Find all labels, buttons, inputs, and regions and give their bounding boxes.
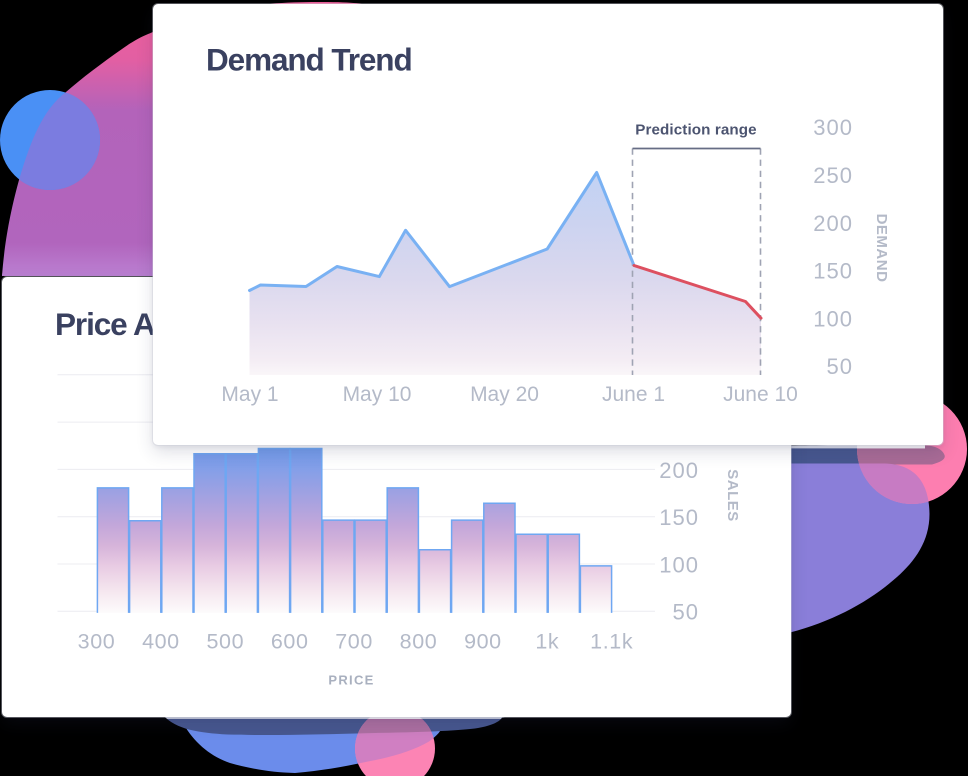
svg-text:Prediction range: Prediction range bbox=[635, 122, 756, 139]
svg-text:50: 50 bbox=[672, 599, 698, 624]
svg-text:900: 900 bbox=[464, 629, 502, 653]
svg-text:May 1: May 1 bbox=[221, 383, 278, 406]
svg-text:100: 100 bbox=[813, 307, 853, 332]
svg-text:700: 700 bbox=[335, 629, 373, 653]
svg-text:PRICE: PRICE bbox=[328, 672, 374, 687]
svg-text:May 20: May 20 bbox=[470, 383, 539, 406]
svg-text:400: 400 bbox=[142, 629, 180, 653]
svg-text:200: 200 bbox=[813, 211, 853, 236]
svg-text:150: 150 bbox=[813, 259, 853, 284]
svg-text:50: 50 bbox=[827, 354, 853, 379]
svg-text:300: 300 bbox=[813, 115, 853, 140]
svg-text:150: 150 bbox=[659, 505, 699, 530]
svg-text:1k: 1k bbox=[535, 629, 559, 653]
svg-text:600: 600 bbox=[270, 629, 308, 653]
svg-text:June 1: June 1 bbox=[602, 383, 665, 406]
svg-text:DEMAND: DEMAND bbox=[873, 214, 890, 283]
svg-text:SALES: SALES bbox=[723, 469, 740, 522]
svg-text:June 10: June 10 bbox=[723, 383, 798, 406]
svg-text:100: 100 bbox=[659, 552, 699, 577]
svg-text:1.1k: 1.1k bbox=[590, 629, 633, 653]
svg-text:200: 200 bbox=[659, 458, 699, 483]
svg-text:Demand Trend: Demand Trend bbox=[206, 42, 412, 78]
svg-text:300: 300 bbox=[77, 629, 115, 653]
svg-text:800: 800 bbox=[399, 629, 437, 653]
svg-text:500: 500 bbox=[206, 629, 244, 653]
svg-text:May 10: May 10 bbox=[343, 383, 412, 406]
svg-text:250: 250 bbox=[813, 163, 853, 188]
